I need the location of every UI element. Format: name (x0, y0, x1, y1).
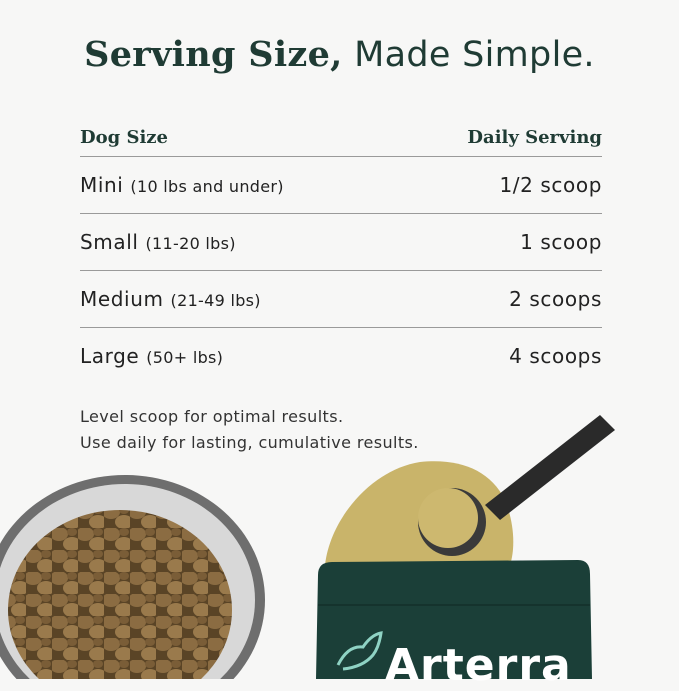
page-title: Serving Size, Made Simple. (0, 34, 679, 75)
food-bowl (0, 475, 265, 679)
table-row: Mini (10 lbs and under) 1/2 scoop (80, 157, 602, 214)
usage-notes: Level scoop for optimal results. Use dai… (80, 404, 419, 456)
scoop-icon (418, 415, 615, 556)
header-daily-serving: Daily Serving (467, 126, 602, 148)
size-range: (11-20 lbs) (145, 234, 236, 253)
size-range: (21-49 lbs) (170, 291, 261, 310)
size-range: (50+ lbs) (146, 348, 224, 367)
size-label: Medium (80, 287, 164, 311)
serving-table: Dog Size Daily Serving Mini (10 lbs and … (80, 118, 602, 384)
note-line: Level scoop for optimal results. (80, 407, 344, 426)
size-range: (10 lbs and under) (130, 177, 284, 196)
serving-value: 2 scoops (509, 287, 602, 311)
table-row: Medium (21-49 lbs) 2 scoops (80, 271, 602, 328)
header-dog-size: Dog Size (80, 126, 168, 148)
product-bag (316, 560, 592, 679)
serving-value: 1/2 scoop (499, 173, 602, 197)
title-bold: Serving Size, (84, 34, 343, 75)
serving-value: 1 scoop (520, 230, 602, 254)
brand-logo-icon (336, 631, 383, 671)
table-row: Large (50+ lbs) 4 scoops (80, 328, 602, 384)
size-label: Small (80, 230, 139, 254)
table-row: Small (11-20 lbs) 1 scoop (80, 214, 602, 271)
table-header: Dog Size Daily Serving (80, 118, 602, 157)
size-label: Mini (80, 173, 124, 197)
serving-value: 4 scoops (509, 344, 602, 368)
note-line: Use daily for lasting, cumulative result… (80, 433, 419, 452)
brand-name: Arterra (385, 640, 572, 691)
size-label: Large (80, 344, 140, 368)
title-light: Made Simple. (354, 35, 595, 75)
